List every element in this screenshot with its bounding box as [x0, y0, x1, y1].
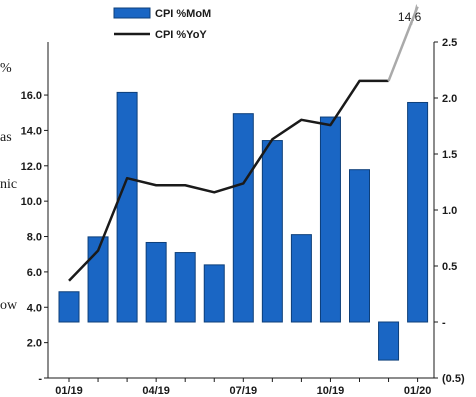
bar-02/19	[87, 236, 109, 323]
legend-swatch-cpi-mom	[113, 7, 151, 19]
left-tick-label: -	[38, 373, 42, 385]
side-text-group: % as nic ow	[0, 61, 18, 313]
left-tick-label: 10.0	[21, 196, 42, 208]
side-text-fragment: %	[0, 61, 12, 76]
x-tick-label: 01/20	[404, 385, 432, 397]
x-tick-label: 04/19	[142, 385, 170, 397]
bar-series	[58, 91, 429, 361]
x-tick-label: 10/19	[317, 385, 345, 397]
right-tick-label: 2.0	[442, 93, 457, 105]
left-tick-label: 14.0	[21, 125, 42, 137]
side-text-fragment: ow	[0, 298, 18, 313]
plot-area: - 2.0 4.0 6.0 8.0 10.0 12.0 14.0 16.0 (0.5) - 0.5 1.…	[21, 4, 465, 397]
left-tick-label: 16.0	[21, 90, 42, 102]
bar-01/20	[407, 101, 429, 323]
right-tick-label: 0.5	[442, 261, 457, 273]
bar-09/19	[290, 234, 312, 323]
right-tick-label: (0.5)	[442, 373, 465, 385]
right-tick-label: 1.0	[442, 205, 457, 217]
bar-10/19	[319, 116, 341, 323]
left-tick-label: 8.0	[27, 232, 42, 244]
bar-06/19	[203, 264, 225, 323]
side-text-fragment: nic	[0, 177, 17, 192]
left-tick-label: 4.0	[27, 302, 42, 314]
right-tick-label: 2.5	[442, 37, 457, 49]
x-tick-label: 07/19	[230, 385, 258, 397]
bar-11/19	[349, 169, 370, 323]
bar-01/19	[58, 291, 80, 323]
bar-07/19	[232, 113, 254, 323]
side-text-fragment: as	[0, 130, 12, 145]
legend: CPI %MoM CPI %YoY	[113, 7, 211, 41]
right-tick-label: -	[442, 317, 446, 329]
legend-label-cpi-mom: CPI %MoM	[155, 8, 211, 20]
x-tick-label: 01/19	[55, 385, 83, 397]
bar-03/19	[116, 91, 138, 323]
left-tick-label: 6.0	[27, 267, 42, 279]
axes: - 2.0 4.0 6.0 8.0 10.0 12.0 14.0 16.0 (0.5) - 0.5 1.…	[21, 37, 465, 397]
cpi-yoy-line	[68, 79, 389, 282]
left-tick-label: 12.0	[21, 161, 42, 173]
bar-12/19	[378, 321, 400, 361]
right-tick-label: 1.5	[442, 149, 457, 161]
bar-08/19	[261, 140, 283, 323]
annotation: 14.6	[398, 4, 422, 26]
annotation-label: 14.6	[398, 10, 422, 24]
legend-label-cpi-yoy: CPI %YoY	[155, 29, 207, 41]
bar-04/19	[145, 241, 167, 323]
bar-05/19	[174, 252, 196, 323]
annotation-leader-line	[411, 4, 418, 26]
left-tick-label: 2.0	[27, 338, 42, 350]
